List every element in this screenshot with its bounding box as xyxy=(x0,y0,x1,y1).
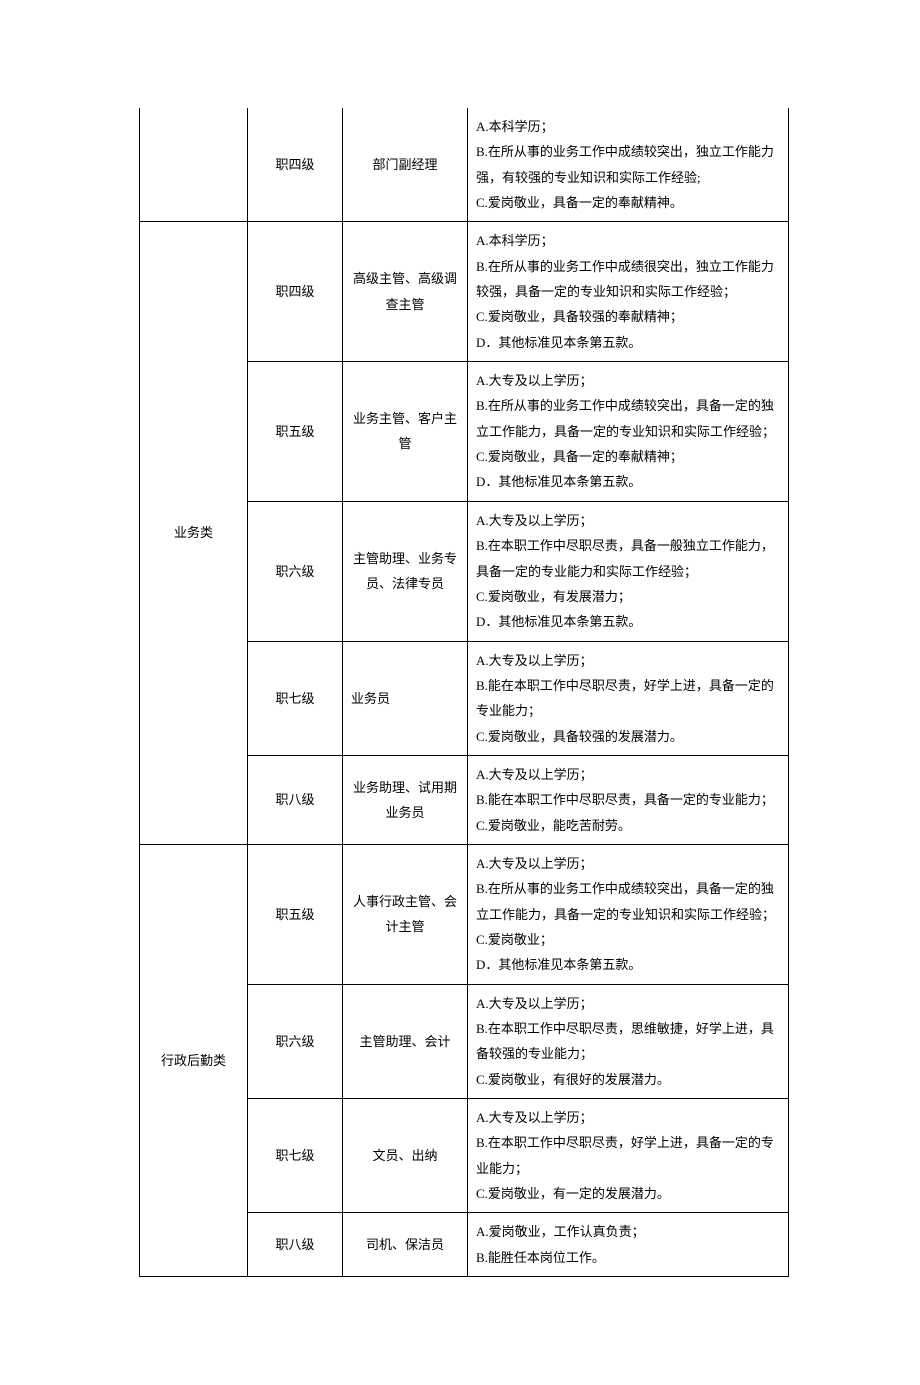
cell-criteria: A.大专及以上学历；B.在所从事的业务工作中成绩较突出，具备一定的独立工作能力，… xyxy=(468,844,789,984)
cell-criteria: A.爱岗敬业，工作认真负责；B.能胜任本岗位工作。 xyxy=(468,1213,789,1277)
cell-level: 职五级 xyxy=(248,362,343,502)
table-row: 职四级 部门副经理 A.本科学历；B.在所从事的业务工作中成绩较突出，独立工作能… xyxy=(140,108,789,222)
cell-criteria: A.本科学历；B.在所从事的业务工作中成绩很突出，独立工作能力较强，具备一定的专… xyxy=(468,222,789,362)
cell-level: 职七级 xyxy=(248,1099,343,1213)
cell-criteria: A.大专及以上学历；B.能在本职工作中尽职尽责，好学上进，具备一定的专业能力；C… xyxy=(468,641,789,755)
cell-category: 行政后勤类 xyxy=(140,844,248,1276)
cell-position: 业务员 xyxy=(343,641,468,755)
cell-level: 职八级 xyxy=(248,1213,343,1277)
cell-position: 主管助理、业务专员、法律专员 xyxy=(343,501,468,641)
cell-level: 职六级 xyxy=(248,984,343,1098)
cell-criteria: A.大专及以上学历；B.在所从事的业务工作中成绩较突出，具备一定的独立工作能力，… xyxy=(468,362,789,502)
cell-position: 业务助理、试用期业务员 xyxy=(343,755,468,844)
cell-criteria: A.本科学历；B.在所从事的业务工作中成绩较突出，独立工作能力强，有较强的专业知… xyxy=(468,108,789,222)
table-row: 业务类 职四级 高级主管、高级调查主管 A.本科学历；B.在所从事的业务工作中成… xyxy=(140,222,789,362)
cell-level: 职四级 xyxy=(248,108,343,222)
cell-position: 主管助理、会计 xyxy=(343,984,468,1098)
cell-criteria: A.大专及以上学历；B.在本职工作中尽职尽责，思维敏捷，好学上进，具备较强的专业… xyxy=(468,984,789,1098)
cell-position: 部门副经理 xyxy=(343,108,468,222)
cell-level: 职六级 xyxy=(248,501,343,641)
cell-position: 人事行政主管、会计主管 xyxy=(343,844,468,984)
table-row: 行政后勤类 职五级 人事行政主管、会计主管 A.大专及以上学历；B.在所从事的业… xyxy=(140,844,789,984)
cell-level: 职八级 xyxy=(248,755,343,844)
cell-position: 司机、保洁员 xyxy=(343,1213,468,1277)
cell-position: 高级主管、高级调查主管 xyxy=(343,222,468,362)
cell-criteria: A.大专及以上学历；B.能在本职工作中尽职尽责，具备一定的专业能力；C.爱岗敬业… xyxy=(468,755,789,844)
cell-category: 业务类 xyxy=(140,222,248,845)
cell-level: 职七级 xyxy=(248,641,343,755)
cell-criteria: A.大专及以上学历；B.在本职工作中尽职尽责，具备一般独立工作能力，具备一定的专… xyxy=(468,501,789,641)
cell-position: 业务主管、客户主管 xyxy=(343,362,468,502)
table-body: 职四级 部门副经理 A.本科学历；B.在所从事的业务工作中成绩较突出，独立工作能… xyxy=(140,108,789,1277)
job-levels-table: 职四级 部门副经理 A.本科学历；B.在所从事的业务工作中成绩较突出，独立工作能… xyxy=(139,108,789,1277)
cell-category xyxy=(140,108,248,222)
cell-criteria: A.大专及以上学历；B.在本职工作中尽职尽责，好学上进，具备一定的专业能力；C.… xyxy=(468,1099,789,1213)
cell-level: 职四级 xyxy=(248,222,343,362)
cell-position: 文员、出纳 xyxy=(343,1099,468,1213)
cell-level: 职五级 xyxy=(248,844,343,984)
